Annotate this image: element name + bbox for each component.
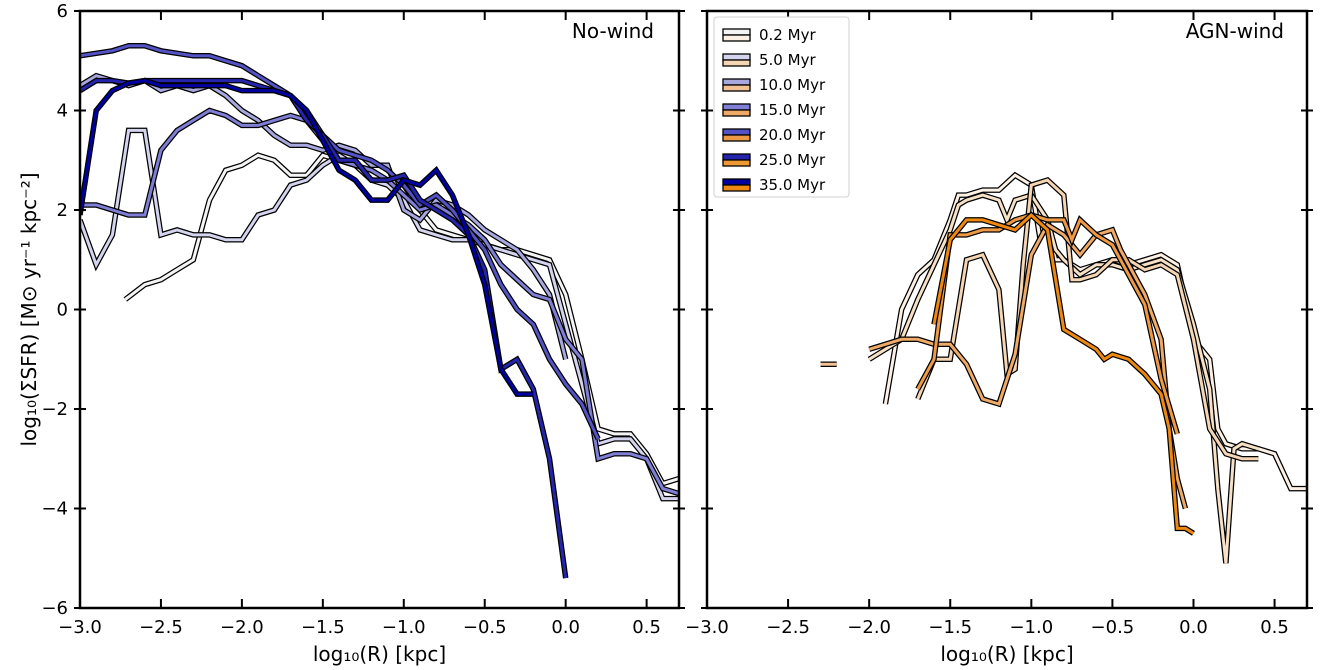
series-line-5	[80, 44, 600, 440]
legend-label: 35.0 Myr	[759, 176, 826, 194]
x-tick-label: −3.0	[685, 617, 729, 638]
legend-swatch-bottom	[722, 84, 751, 92]
y-tick-label: −6	[41, 598, 68, 619]
legend-swatch-bottom	[722, 184, 751, 192]
series-line-7	[932, 212, 1195, 535]
legend-swatch-top	[722, 153, 751, 161]
series-group	[80, 43, 679, 579]
legend-swatch-top	[722, 78, 751, 86]
legend-swatch-bottom	[722, 159, 751, 167]
panel-1	[74, 9, 685, 610]
legend-swatch-top	[722, 128, 751, 136]
legend-swatch-top	[722, 53, 751, 61]
series-line-3	[916, 178, 1259, 461]
x-tick-label: −0.5	[1091, 617, 1135, 638]
y-tick-label: 4	[57, 101, 68, 122]
x-tick-label: −1.5	[928, 617, 972, 638]
x-tick-label: −3.0	[58, 617, 102, 638]
series-outline-5	[80, 43, 601, 441]
x-tick-label: −2.5	[139, 617, 183, 638]
legend	[713, 16, 850, 198]
x-tick-label: 0.0	[551, 617, 580, 638]
series-line-5	[868, 222, 1187, 509]
legend-label: 25.0 Myr	[759, 151, 826, 169]
x-tick-label: 0.5	[632, 617, 661, 638]
legend-swatch-top	[722, 103, 751, 111]
y-axis-label: log₁₀(ΣSFR) [M⊙ yr⁻¹ kpc⁻²]	[17, 172, 41, 446]
legend-label: 10.0 Myr	[759, 76, 826, 94]
panel-2	[701, 9, 1313, 610]
x-tick-label: −2.0	[220, 617, 264, 638]
x-tick-label: −1.0	[382, 617, 426, 638]
x-tick-label: −2.5	[766, 617, 810, 638]
series-outline-2	[80, 127, 679, 502]
plot-frame	[78, 9, 681, 610]
legend-swatch-top	[722, 178, 751, 186]
legend-label: 20.0 Myr	[759, 126, 826, 144]
x-tick-label: −1.0	[1009, 617, 1053, 638]
x-tick-label: −0.5	[463, 617, 507, 638]
x-tick-label: −2.0	[847, 617, 891, 638]
legend-swatch-bottom	[722, 34, 751, 42]
x-axis-label: log₁₀(R) [kpc]	[940, 642, 1073, 666]
series-line-4	[80, 108, 679, 496]
panel-title: AGN-wind	[1186, 19, 1284, 43]
y-tick-label: 0	[57, 300, 68, 321]
legend-swatch-top	[722, 28, 751, 36]
x-tick-label: 0.5	[1260, 617, 1289, 638]
x-tick-label: 0.0	[1179, 617, 1208, 638]
legend-swatch-bottom	[722, 59, 751, 67]
legend-swatch-bottom	[722, 109, 751, 117]
series-line-1	[883, 173, 1307, 491]
x-tick-label: −1.5	[301, 617, 345, 638]
legend-label: 5.0 Myr	[759, 51, 816, 69]
series-line-6	[916, 213, 1179, 435]
y-tick-label: 6	[57, 1, 68, 22]
x-axis-label: log₁₀(R) [kpc]	[313, 642, 446, 666]
y-tick-label: 2	[57, 200, 68, 221]
legend-label: 0.2 Myr	[759, 26, 816, 44]
series-line-3	[80, 74, 568, 360]
series-group	[820, 171, 1307, 564]
series-line-7	[80, 79, 534, 396]
series-line-2	[80, 128, 679, 501]
panel-title: No-wind	[572, 19, 654, 43]
y-tick-label: −4	[41, 499, 68, 520]
y-tick-label: −2	[41, 399, 68, 420]
legend-swatch-bottom	[722, 134, 751, 142]
legend-label: 15.0 Myr	[759, 101, 826, 119]
